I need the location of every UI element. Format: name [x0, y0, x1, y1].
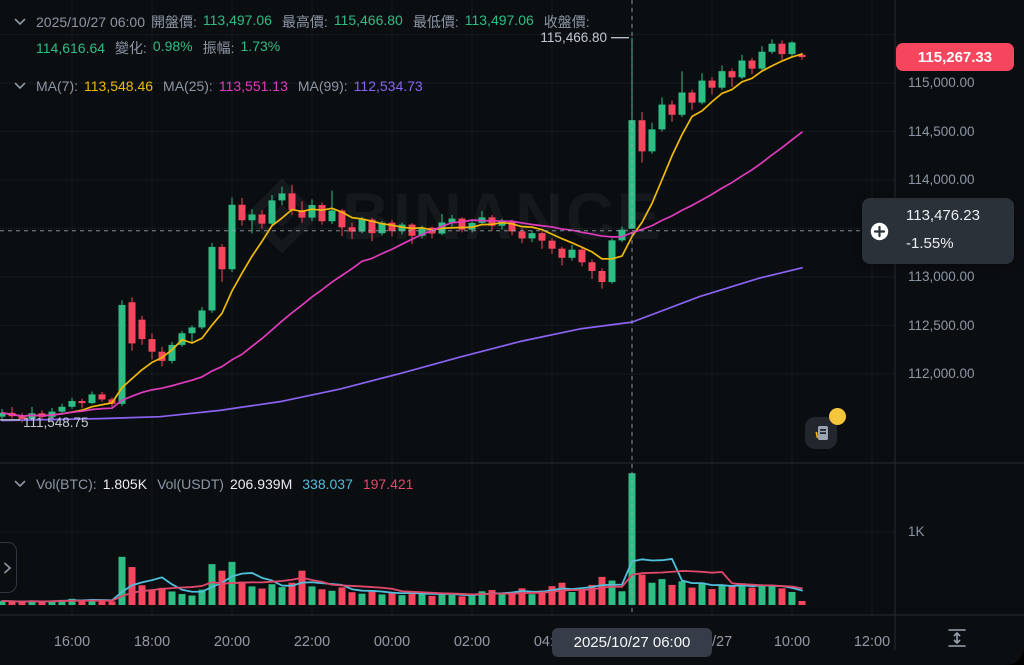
collapse-chevron-down-icon[interactable] [14, 18, 26, 26]
amplitude-label: 振幅: [202, 40, 235, 56]
vol-btc-field: Vol(BTC): 1.805K [36, 476, 147, 492]
price-tick: 113,000.00 [908, 269, 975, 284]
high-field: 最高價: 115,466.80 [282, 12, 403, 32]
time-tick: 16:00 [53, 634, 91, 650]
time-tick: 02:00 [453, 634, 491, 650]
vol-usdt-value: 206.939M [229, 476, 293, 492]
add-alert-plus-icon[interactable] [870, 222, 889, 245]
vol-btc-label: Vol(BTC): [36, 476, 97, 492]
change-label: 變化: [115, 40, 147, 56]
vol-ma-slow-field: 197.421 [363, 476, 414, 492]
low-price-annotation: 111,548.75 [23, 414, 89, 430]
price-tick: 112,500.00 [908, 317, 975, 333]
high-value: 115,466.80 [333, 12, 403, 28]
price-tick: 115,000.00 [908, 75, 975, 90]
ma99-value: 112,534.73 [353, 78, 423, 94]
low-label: 最低價: [412, 14, 459, 30]
vol-ma-fast-value: 338.037 [302, 476, 353, 492]
change-field: 變化: 0.98% [115, 38, 193, 58]
vol-usdt-label: Vol(USDT) [157, 476, 224, 492]
ma7-field: MA(7): 113,548.46 [36, 78, 153, 94]
ma7-value: 113,548.46 [84, 78, 154, 94]
ohlc-legend-row1: 2025/10/27 06:00 開盤價: 113,497.06 最高價: 115,4… [14, 12, 600, 32]
volume-tick: 1K [908, 524, 925, 539]
scale-arrows-icon [948, 629, 966, 647]
ma99-label: MA(99): [297, 78, 348, 94]
vol-ma-fast-field: 338.037 [302, 476, 353, 492]
vol-ma-slow-value: 197.421 [362, 476, 414, 492]
amplitude-field: 振幅: 1.73% [203, 38, 281, 58]
close-label: 收盤價: [543, 14, 590, 30]
time-tick: 00:00 [373, 634, 411, 650]
time-tick: 10:00 [773, 634, 811, 650]
news-document-icon [815, 426, 828, 440]
binance-watermark: BINANCE [238, 172, 664, 260]
ma25-field: MA(25): 113,551.13 [163, 78, 288, 94]
low-field: 最低價: 113,497.06 [413, 12, 534, 32]
vol-btc-value: 1.805K [102, 476, 148, 492]
ma25-label: MA(25): [163, 78, 213, 94]
close-value-value: 114,616.64 [36, 40, 106, 56]
change-value: 0.98% [152, 38, 193, 54]
close-value-field: 114,616.64 [36, 40, 105, 56]
open-label: 開盤價: [151, 14, 197, 30]
vol-usdt-field: Vol(USDT) 206.939M [157, 476, 292, 492]
panel-expand-button[interactable] [0, 542, 17, 593]
ohlc-values-row2: 114,616.64 變化: 0.98% 振幅: 1.73% [36, 38, 290, 58]
high-price-annotation: 115,466.80 [540, 29, 607, 45]
time-tick: 12:00 [853, 634, 891, 650]
notification-dot [829, 408, 846, 425]
price-tick: 114,500.00 [908, 123, 975, 139]
chevron-right-icon [4, 562, 12, 573]
crosshair-time-badge: 2025/10/27 06:00 [552, 628, 712, 657]
open-field: 開盤價: 113,497.06 [151, 12, 272, 32]
collapse-chevron-down-icon[interactable] [14, 480, 26, 488]
volume-legend-row: Vol(BTC): 1.805K Vol(USDT) 206.939M 338.037 1… [14, 476, 423, 492]
volume-values: Vol(BTC): 1.805K Vol(USDT) 206.939M 338.037 1… [36, 476, 423, 492]
amplitude-value: 1.73% [240, 38, 281, 54]
collapse-chevron-down-icon[interactable] [14, 82, 26, 90]
high-label: 最高價: [281, 14, 328, 30]
news-feed-button[interactable] [805, 408, 846, 449]
crosshair-price-tooltip: 113,476.23 -1.55% [862, 197, 1014, 264]
ma25-value: 113,551.13 [218, 78, 288, 94]
crosshair-percent: -1.55% [906, 234, 954, 252]
time-tick: 22:00 [293, 634, 331, 650]
close-field: 收盤價: [544, 12, 590, 32]
price-tick: 114,000.00 [908, 172, 975, 187]
crosshair-price: 113,476.23 [906, 206, 980, 224]
candle-datetime: 2025/10/27 06:00 [36, 14, 145, 30]
ohlc-legend-row2: 114,616.64 變化: 0.98% 振幅: 1.73% [36, 38, 290, 58]
low-value: 113,497.06 [464, 12, 534, 28]
time-tick: 20:00 [213, 634, 251, 650]
ma-values: MA(7): 113,548.46 MA(25): 113,551.13 MA(99):… [36, 78, 433, 94]
watermark-text: BINANCE [342, 179, 664, 253]
time-tick: 18:00 [133, 634, 171, 650]
last-price-badge: 115,267.33 [896, 43, 1014, 72]
ma-legend-row: MA(7): 113,548.46 MA(25): 113,551.13 MA(99):… [14, 78, 433, 94]
ma99-field: MA(99): 112,534.73 [298, 78, 423, 94]
price-tick: 112,000.00 [908, 366, 975, 381]
open-value: 113,497.06 [202, 12, 272, 28]
ohlc-values-row1: 開盤價: 113,497.06 最高價: 115,466.80 最低價: 113,497.… [151, 12, 600, 32]
ma7-label: MA(7): [36, 78, 78, 94]
auto-scale-button[interactable] [945, 627, 969, 654]
